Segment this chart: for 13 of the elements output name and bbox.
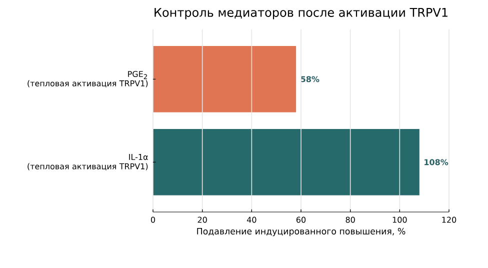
x-tick-label: 20: [198, 216, 207, 223]
x-tick-label: 0: [150, 216, 156, 223]
x-tick-label: 60: [296, 216, 306, 223]
x-tick-label: 100: [392, 216, 407, 223]
x-tick-label: 40: [246, 216, 256, 223]
y-tick-label: PGE$_{2}$ (тепловая активация TRPV1): [28, 70, 148, 88]
data-label: 108%: [424, 159, 448, 166]
x-tick-label: 120: [442, 216, 456, 223]
data-label: 58%: [300, 76, 320, 82]
chart-title: Контроль медиаторов после активации TRPV1: [154, 8, 448, 20]
x-axis-title: Подавление индуцированного повышения, %: [197, 228, 406, 236]
x-tick-label: 80: [346, 216, 355, 223]
y-tick-label: IL-1α (тепловая активация TRPV1): [28, 154, 148, 170]
